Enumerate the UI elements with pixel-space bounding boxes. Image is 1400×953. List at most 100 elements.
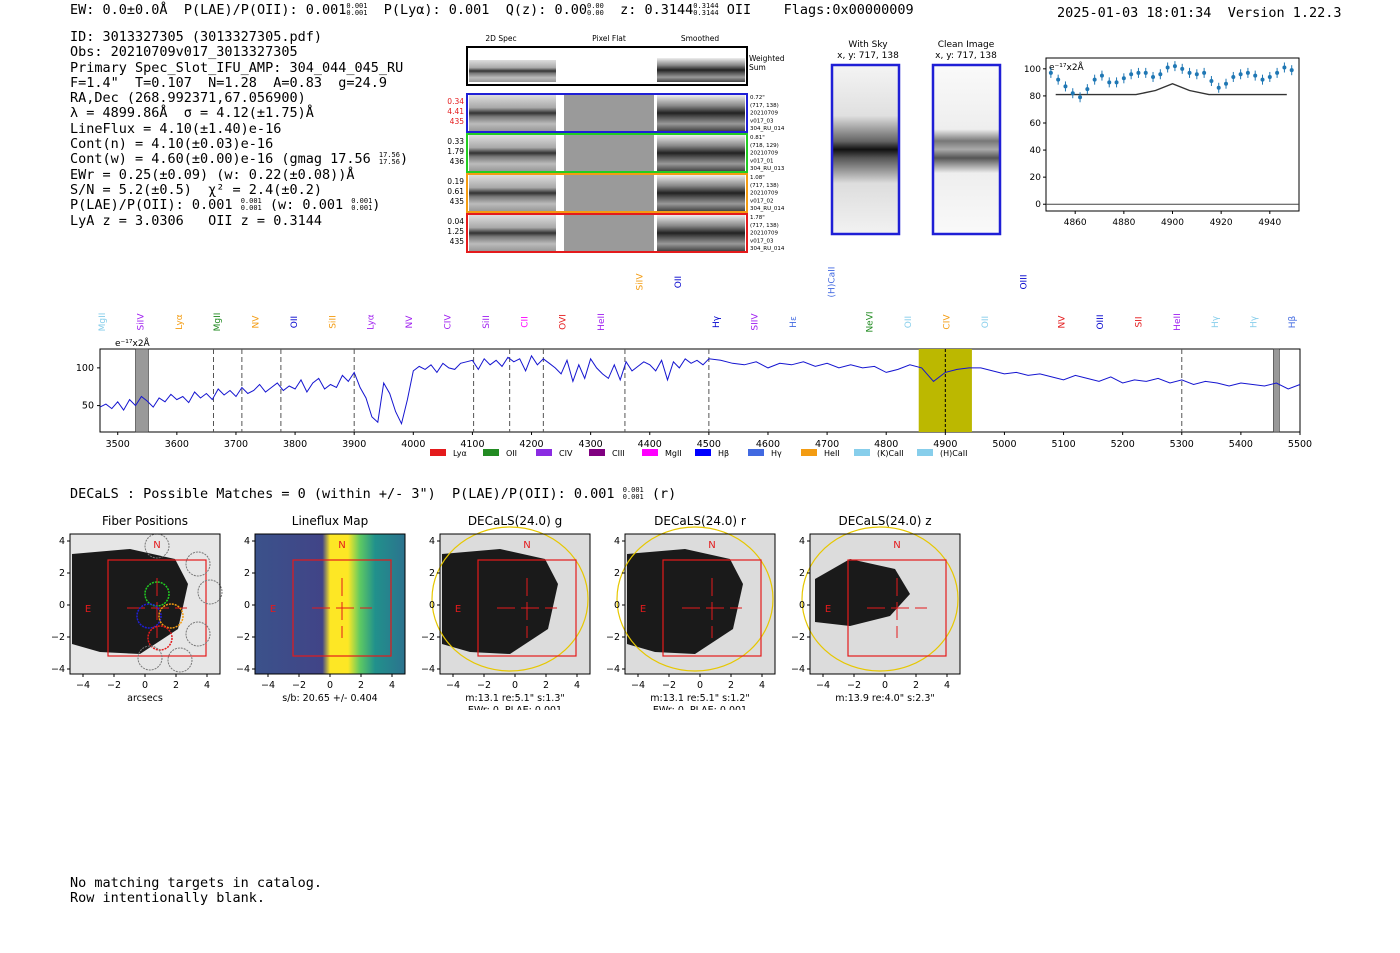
cutout-info: (718, 129) bbox=[750, 143, 779, 149]
zoom-data-point bbox=[1224, 81, 1229, 86]
legend-item: Lyα bbox=[430, 449, 467, 458]
stamp-x-tick-label: −2 bbox=[662, 680, 676, 691]
stamp-y-tick-label: 2 bbox=[244, 568, 250, 579]
cutout-smoothed bbox=[657, 135, 745, 171]
zoom-y-tick-label: 20 bbox=[1030, 173, 1042, 183]
fiber-circle-neighbor bbox=[167, 647, 193, 673]
line-label: OVI bbox=[559, 314, 569, 330]
zoom-data-point bbox=[1129, 72, 1134, 77]
line-label: SII bbox=[1134, 316, 1144, 327]
info-plae-row: P(LAE)/P(OII): 0.001 0.001 0.001 (w: 0.00… bbox=[70, 198, 408, 213]
zoom-data-point bbox=[1070, 91, 1075, 96]
line-label: OII bbox=[904, 316, 914, 328]
stamp-y-tick-label: 0 bbox=[799, 600, 805, 611]
cutout-info: 20210709 bbox=[750, 151, 778, 157]
spec-x-tick-label: 4500 bbox=[697, 439, 721, 450]
cutout-2dspec bbox=[469, 135, 556, 171]
info-lineflux: LineFlux = 4.10(±1.40)e-16 bbox=[70, 120, 282, 137]
stamp-y-tick-label: 0 bbox=[614, 600, 620, 611]
stamp-east-label: E bbox=[455, 604, 461, 615]
decals-hi: 0.001 bbox=[622, 486, 644, 494]
zoom-y-tick-label: 60 bbox=[1030, 119, 1042, 129]
header-qz-label: Q(z): bbox=[505, 2, 547, 18]
stamp-title: Lineflux Map bbox=[292, 514, 368, 528]
cutout-metric: 0.04 bbox=[447, 217, 464, 226]
cutout-metric: 4.41 bbox=[447, 107, 464, 116]
info-radec: RA,Dec (268.992371,67.056900) bbox=[70, 90, 306, 107]
line-label: Hε bbox=[789, 316, 799, 328]
decals-text: DECaLS : Possible Matches = 0 (within +/… bbox=[70, 486, 615, 502]
stamp-x-tick-label: 0 bbox=[327, 680, 333, 691]
spec-x-tick-label: 4000 bbox=[401, 439, 425, 450]
line-label: SIIV bbox=[751, 313, 761, 331]
zoom-data-point bbox=[1187, 70, 1192, 75]
fiber-circle bbox=[136, 603, 162, 629]
stamp-galaxy bbox=[72, 549, 188, 654]
cutout-metric: 0.33 bbox=[447, 137, 464, 146]
info-plae-lo: 0.001 bbox=[240, 204, 262, 213]
line-label: OII bbox=[981, 316, 991, 328]
header-plae-lo: 0.001 bbox=[346, 9, 368, 17]
cutout-info: 20210709 bbox=[750, 111, 778, 117]
cutout-col-smoothed: Smoothed bbox=[681, 34, 720, 43]
zoom-data-point bbox=[1092, 77, 1097, 82]
line-label: OIII bbox=[1096, 314, 1106, 329]
zoom-y-tick-label: 0 bbox=[1035, 200, 1041, 210]
stamp-caption: EWr: 0, PLAE: 0.001 bbox=[468, 705, 562, 710]
stamp-y-tick-label: −2 bbox=[421, 632, 435, 643]
spec-y-tick-label: 50 bbox=[82, 401, 94, 412]
stamp-east-label: E bbox=[85, 604, 91, 615]
cutout-info: 20210709 bbox=[750, 191, 778, 197]
cutout-col-2dspec: 2D Spec bbox=[485, 34, 516, 43]
full-spec-frame bbox=[99, 348, 1301, 433]
legend-swatch bbox=[642, 449, 658, 456]
spec-x-tick-label: 4300 bbox=[579, 439, 603, 450]
header-date: 2025-01-03 18:01:34 bbox=[1057, 5, 1212, 21]
header-summary: EW: 0.0±0.0Å P(LAE)/P(OII): 0.0010.001 0.… bbox=[70, 2, 914, 18]
legend-swatch bbox=[589, 449, 605, 456]
fiber-circle bbox=[158, 603, 184, 629]
legend-label: Hβ bbox=[718, 449, 729, 458]
stamp-title: DECaLS(24.0) z bbox=[838, 514, 931, 528]
spec-x-tick-label: 5300 bbox=[1170, 439, 1194, 450]
stamp-east-label: E bbox=[640, 604, 646, 615]
stamp-y-tick-label: 0 bbox=[244, 600, 250, 611]
line-label: SiII bbox=[328, 315, 338, 329]
cutout-info: v017_03 bbox=[750, 118, 774, 124]
spec-x-tick-label: 3900 bbox=[342, 439, 366, 450]
zoom-data-point bbox=[1085, 87, 1090, 92]
stamp-x-tick-label: 4 bbox=[389, 680, 395, 691]
stamp-x-tick-label: 2 bbox=[543, 680, 549, 691]
stamp-aperture bbox=[431, 526, 589, 672]
stamp-y-tick-label: 0 bbox=[59, 600, 65, 611]
zoom-x-tick-label: 4920 bbox=[1210, 218, 1233, 228]
stamp-y-tick-label: 2 bbox=[614, 568, 620, 579]
stamp-east-label: E bbox=[825, 604, 831, 615]
info-contw-row: Cont(w) = 4.60(±0.00)e-16 (gmag 17.56 17… bbox=[70, 152, 408, 167]
spec-y-tick-label: 100 bbox=[76, 363, 94, 374]
zoom-x-tick-label: 4900 bbox=[1161, 218, 1184, 228]
spec-x-tick-label: 5100 bbox=[1051, 439, 1075, 450]
line-label: Lyα bbox=[367, 314, 377, 330]
decals-summary: DECaLS : Possible Matches = 0 (within +/… bbox=[70, 486, 676, 502]
stamp-aperture-box bbox=[107, 559, 207, 657]
stamp-caption: m:13.1 re:5.1" s:1.2" bbox=[650, 693, 750, 704]
stamp-y-tick-label: 4 bbox=[59, 536, 65, 547]
zoom-data-point bbox=[1289, 68, 1294, 73]
info-sn: S/N = 5.2(±0.5) χ² = 2.4(±0.2) bbox=[70, 181, 322, 198]
cutout-2dspec bbox=[469, 215, 556, 251]
stamp-x-tick-label: 4 bbox=[574, 680, 580, 691]
legend-label: HeII bbox=[824, 449, 840, 458]
weighted-label-2: Sum bbox=[749, 63, 766, 72]
cutout-info: 1.78" bbox=[750, 215, 765, 221]
weighted-sum-row: Weighted Sum bbox=[466, 46, 785, 86]
header-datetime: 2025-01-03 18:01:34 Version 1.22.3 bbox=[1057, 5, 1342, 21]
legend-swatch bbox=[430, 449, 446, 456]
imaging-stamps: Fiber Positions N E −4 −2 0 2 4 4 2 0 −2 −4 arcsecs Li… bbox=[51, 514, 961, 710]
legend-item: MgII bbox=[642, 449, 682, 458]
stamp-y-tick-label: 4 bbox=[614, 536, 620, 547]
spec-x-tick-label: 5200 bbox=[1111, 439, 1135, 450]
line-label: SiIV bbox=[635, 273, 645, 291]
stamp-title: DECaLS(24.0) g bbox=[468, 514, 562, 528]
